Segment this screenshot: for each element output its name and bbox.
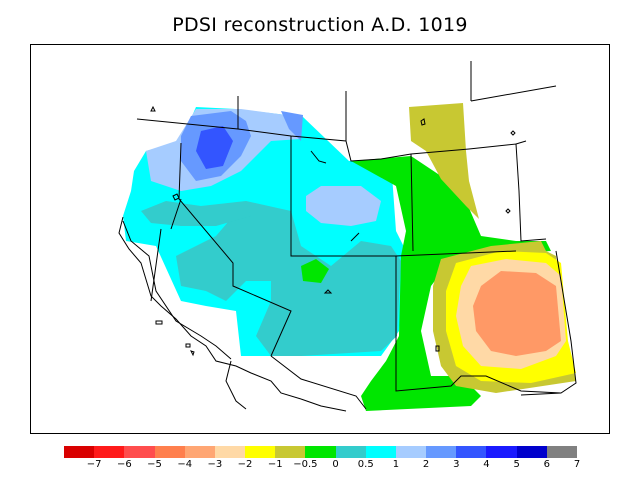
color-bar-tick-label: −5 [147,459,162,470]
map-frame [30,44,610,434]
color-bar-swatch [275,446,306,458]
color-bar-swatch [184,446,216,458]
color-bar-swatch [456,446,487,458]
color-bar-swatch [154,446,186,458]
color-bar-tick-label: 5 [513,459,520,470]
color-bar-tick-label: 6 [543,459,550,470]
color-bar-tick-label: −1 [267,459,283,470]
map-title: PDSI reconstruction A.D. 1019 [172,14,468,36]
coastline [118,150,577,412]
region-green [351,156,551,411]
color-bar-swatch [546,446,578,458]
color-bar-tick-label: −6 [116,459,132,470]
region-teal [176,201,401,356]
color-bar-tick-label: 0 [332,459,339,470]
color-bar-swatch [395,446,427,458]
color-bar-tick-label: −7 [86,459,102,470]
color-bar-tick-label: 7 [573,459,581,470]
color-bar-swatch [245,446,276,458]
color-bar-swatch [516,446,548,458]
lakes [150,105,516,357]
color-bar-swatch [486,446,518,458]
color-bar-tick-label: 2 [422,459,430,470]
region-lightblue-center [306,186,381,226]
region-green-small [301,259,329,283]
color-bar-swatch [214,446,246,458]
color-bar-swatch [94,446,125,458]
color-bar-swatch [64,446,95,458]
color-bar-tick-label: −0.5 [293,459,318,470]
color-bar-tick-label: 0.5 [357,459,374,470]
color-bar-tick-label: 1 [392,459,400,470]
color-bar-swatch [335,446,367,458]
color-bar-tick-label: 4 [483,459,490,470]
color-bar-swatch [124,446,156,458]
pdsi-map [118,61,577,412]
color-bar-tick-label: −3 [207,459,223,470]
boundary-lines [122,61,562,410]
region-olive [409,103,479,219]
region-teal-west [141,201,251,226]
color-bar-tick-label: −4 [177,459,193,470]
region-salmon [473,271,561,356]
region-medblue-ne [281,111,303,141]
color-bar-tick-label: −2 [237,459,253,470]
color-bar-swatch [365,446,397,458]
color-bar-tick-label: 3 [453,459,460,470]
color-bar-swatch [426,446,457,458]
color-bar-swatch [305,446,337,458]
color-bar [64,446,578,458]
region-blue [196,126,233,169]
